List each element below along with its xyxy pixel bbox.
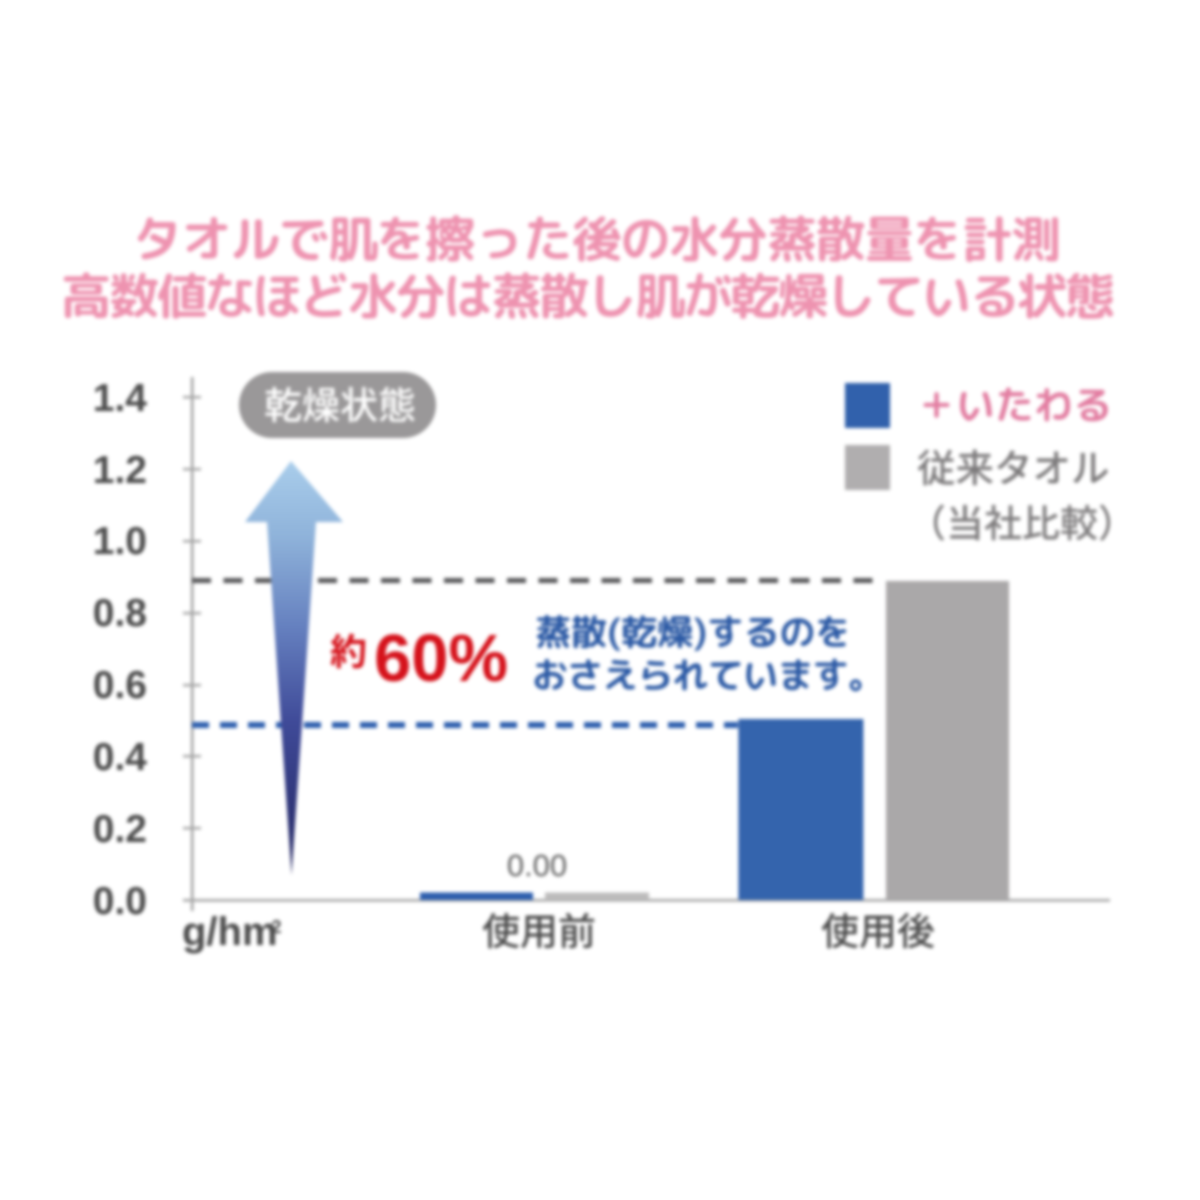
svg-text:60%: 60% <box>374 621 508 696</box>
svg-text:1.4: 1.4 <box>93 377 148 420</box>
svg-text:1.0: 1.0 <box>93 520 147 563</box>
svg-text:0.00: 0.00 <box>507 848 567 883</box>
svg-text:0.0: 0.0 <box>93 880 147 923</box>
svg-text:1.2: 1.2 <box>93 449 147 492</box>
svg-text:0.6: 0.6 <box>93 664 147 707</box>
svg-text:g/hm2: g/hm2 <box>182 910 282 954</box>
svg-text:0.4: 0.4 <box>93 736 148 779</box>
svg-text:0.8: 0.8 <box>93 592 147 635</box>
svg-text:0.2: 0.2 <box>93 808 147 851</box>
